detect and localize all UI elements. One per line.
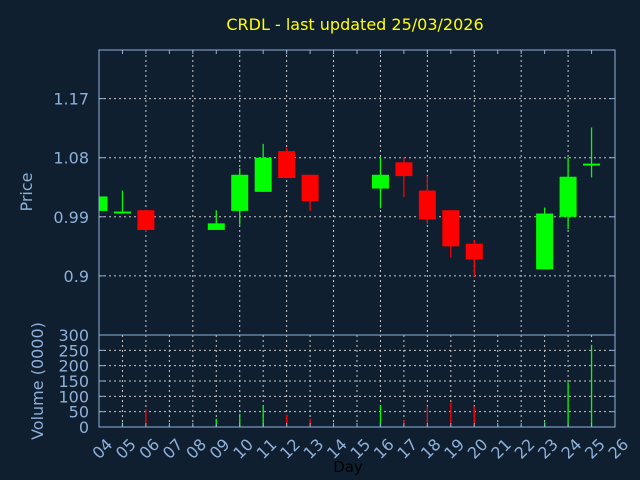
candle-body — [465, 243, 483, 260]
y-tick-label: 1.17 — [53, 90, 89, 109]
candle-body — [418, 190, 436, 220]
volume-axis-label: Volume (0000) — [28, 322, 47, 440]
volume-tick-label: 300 — [58, 326, 89, 345]
y-tick-label: 1.08 — [53, 149, 89, 168]
candle-body — [583, 163, 601, 166]
candle-body — [99, 196, 108, 211]
candle-body — [395, 162, 413, 177]
volume-tick-label: 250 — [58, 341, 89, 360]
candle-body — [207, 223, 225, 230]
candle-body — [371, 174, 389, 189]
candle-body — [536, 213, 554, 270]
volume-tick-label: 200 — [58, 357, 89, 376]
candle-body — [231, 174, 249, 211]
candles — [99, 127, 601, 277]
candle-body — [559, 176, 577, 217]
candle-body — [278, 151, 296, 179]
y-axis-label: Price — [17, 172, 36, 211]
volume-tick-label: 100 — [58, 387, 89, 406]
y-tick-label: 0.99 — [53, 208, 89, 227]
chart-title: CRDL - last updated 25/03/2026 — [226, 15, 483, 34]
x-axis-label: Day — [333, 458, 363, 476]
candle-body — [113, 211, 131, 214]
candle-body — [442, 210, 460, 247]
volume-plot-frame — [98, 334, 616, 428]
y-tick-label: 0.9 — [64, 267, 89, 286]
candle-body — [301, 174, 319, 202]
volume-tick-label: 150 — [58, 372, 89, 391]
candle-body — [137, 210, 155, 230]
volume-tick-label: 0 — [79, 418, 89, 437]
volume-tick-label: 50 — [69, 403, 89, 422]
grid — [99, 50, 615, 427]
candle-body — [254, 157, 272, 192]
